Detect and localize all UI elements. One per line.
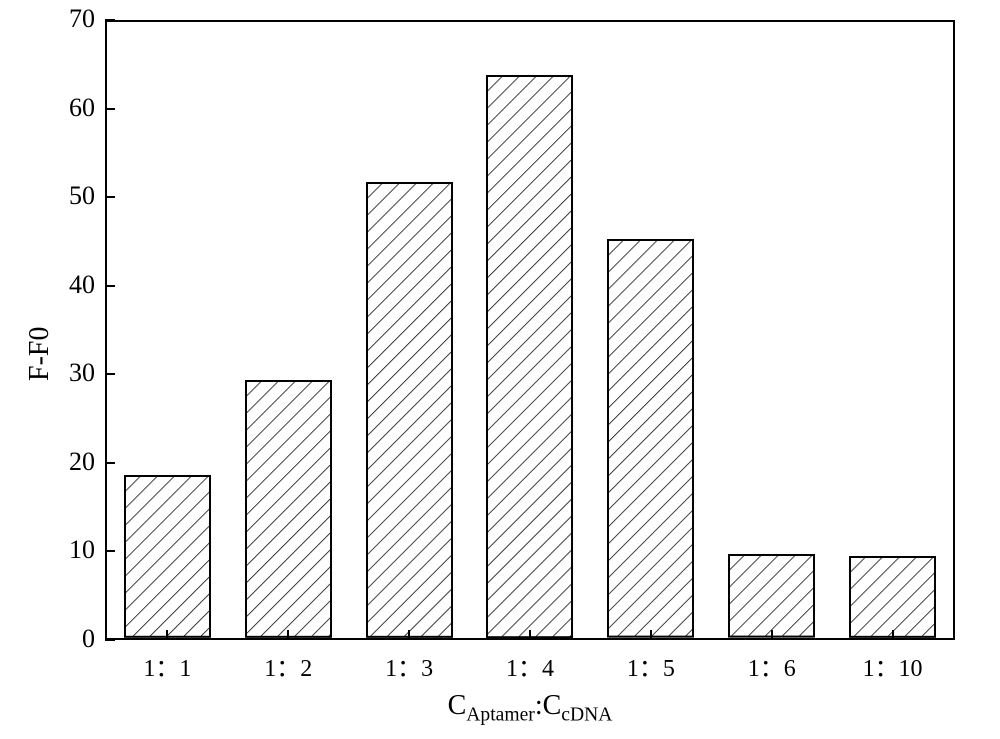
y-tick-label: 50 — [50, 181, 95, 211]
y-tick-mark — [105, 462, 115, 464]
y-tick-mark — [105, 285, 115, 287]
bar — [607, 239, 694, 638]
y-tick-label: 70 — [50, 4, 95, 34]
x-tick-mark — [650, 630, 652, 640]
x-tick-label: 1：1 — [107, 648, 228, 683]
y-tick-label: 10 — [50, 535, 95, 565]
x-tick-label: 1：6 — [711, 648, 832, 683]
y-tick-mark — [105, 108, 115, 110]
y-tick-mark — [105, 373, 115, 375]
x-tick-mark — [287, 630, 289, 640]
bar — [245, 380, 332, 638]
x-tick-label: 1：2 — [228, 648, 349, 683]
bar — [728, 554, 815, 638]
bar-chart: F-F0 CAptamer:CcDNA 0102030405060701：11：… — [0, 0, 1000, 739]
y-tick-label: 60 — [50, 93, 95, 123]
x-tick-mark — [408, 630, 410, 640]
y-tick-mark — [105, 550, 115, 552]
x-tick-mark — [771, 630, 773, 640]
bar — [486, 75, 573, 638]
bar — [849, 556, 936, 638]
plot-area — [105, 20, 955, 640]
y-tick-label: 0 — [50, 624, 95, 654]
bar — [124, 475, 211, 638]
x-tick-label: 1：10 — [832, 648, 953, 683]
x-axis-title-sep: :C — [535, 690, 561, 721]
x-axis-title-c1: C — [448, 690, 467, 721]
y-tick-mark — [105, 196, 115, 198]
y-tick-label: 40 — [50, 270, 95, 300]
bar — [366, 182, 453, 638]
x-tick-mark — [892, 630, 894, 640]
x-tick-label: 1：4 — [470, 648, 591, 683]
y-tick-mark — [105, 19, 115, 21]
x-axis-title: CAptamer:CcDNA — [105, 690, 955, 727]
y-tick-label: 30 — [50, 358, 95, 388]
y-tick-mark — [105, 639, 115, 641]
x-tick-mark — [529, 630, 531, 640]
x-tick-label: 1：3 — [349, 648, 470, 683]
x-tick-label: 1：5 — [590, 648, 711, 683]
x-axis-title-sub2: cDNA — [561, 705, 612, 726]
x-tick-mark — [166, 630, 168, 640]
y-tick-label: 20 — [50, 447, 95, 477]
x-axis-title-sub1: Aptamer — [466, 705, 535, 726]
